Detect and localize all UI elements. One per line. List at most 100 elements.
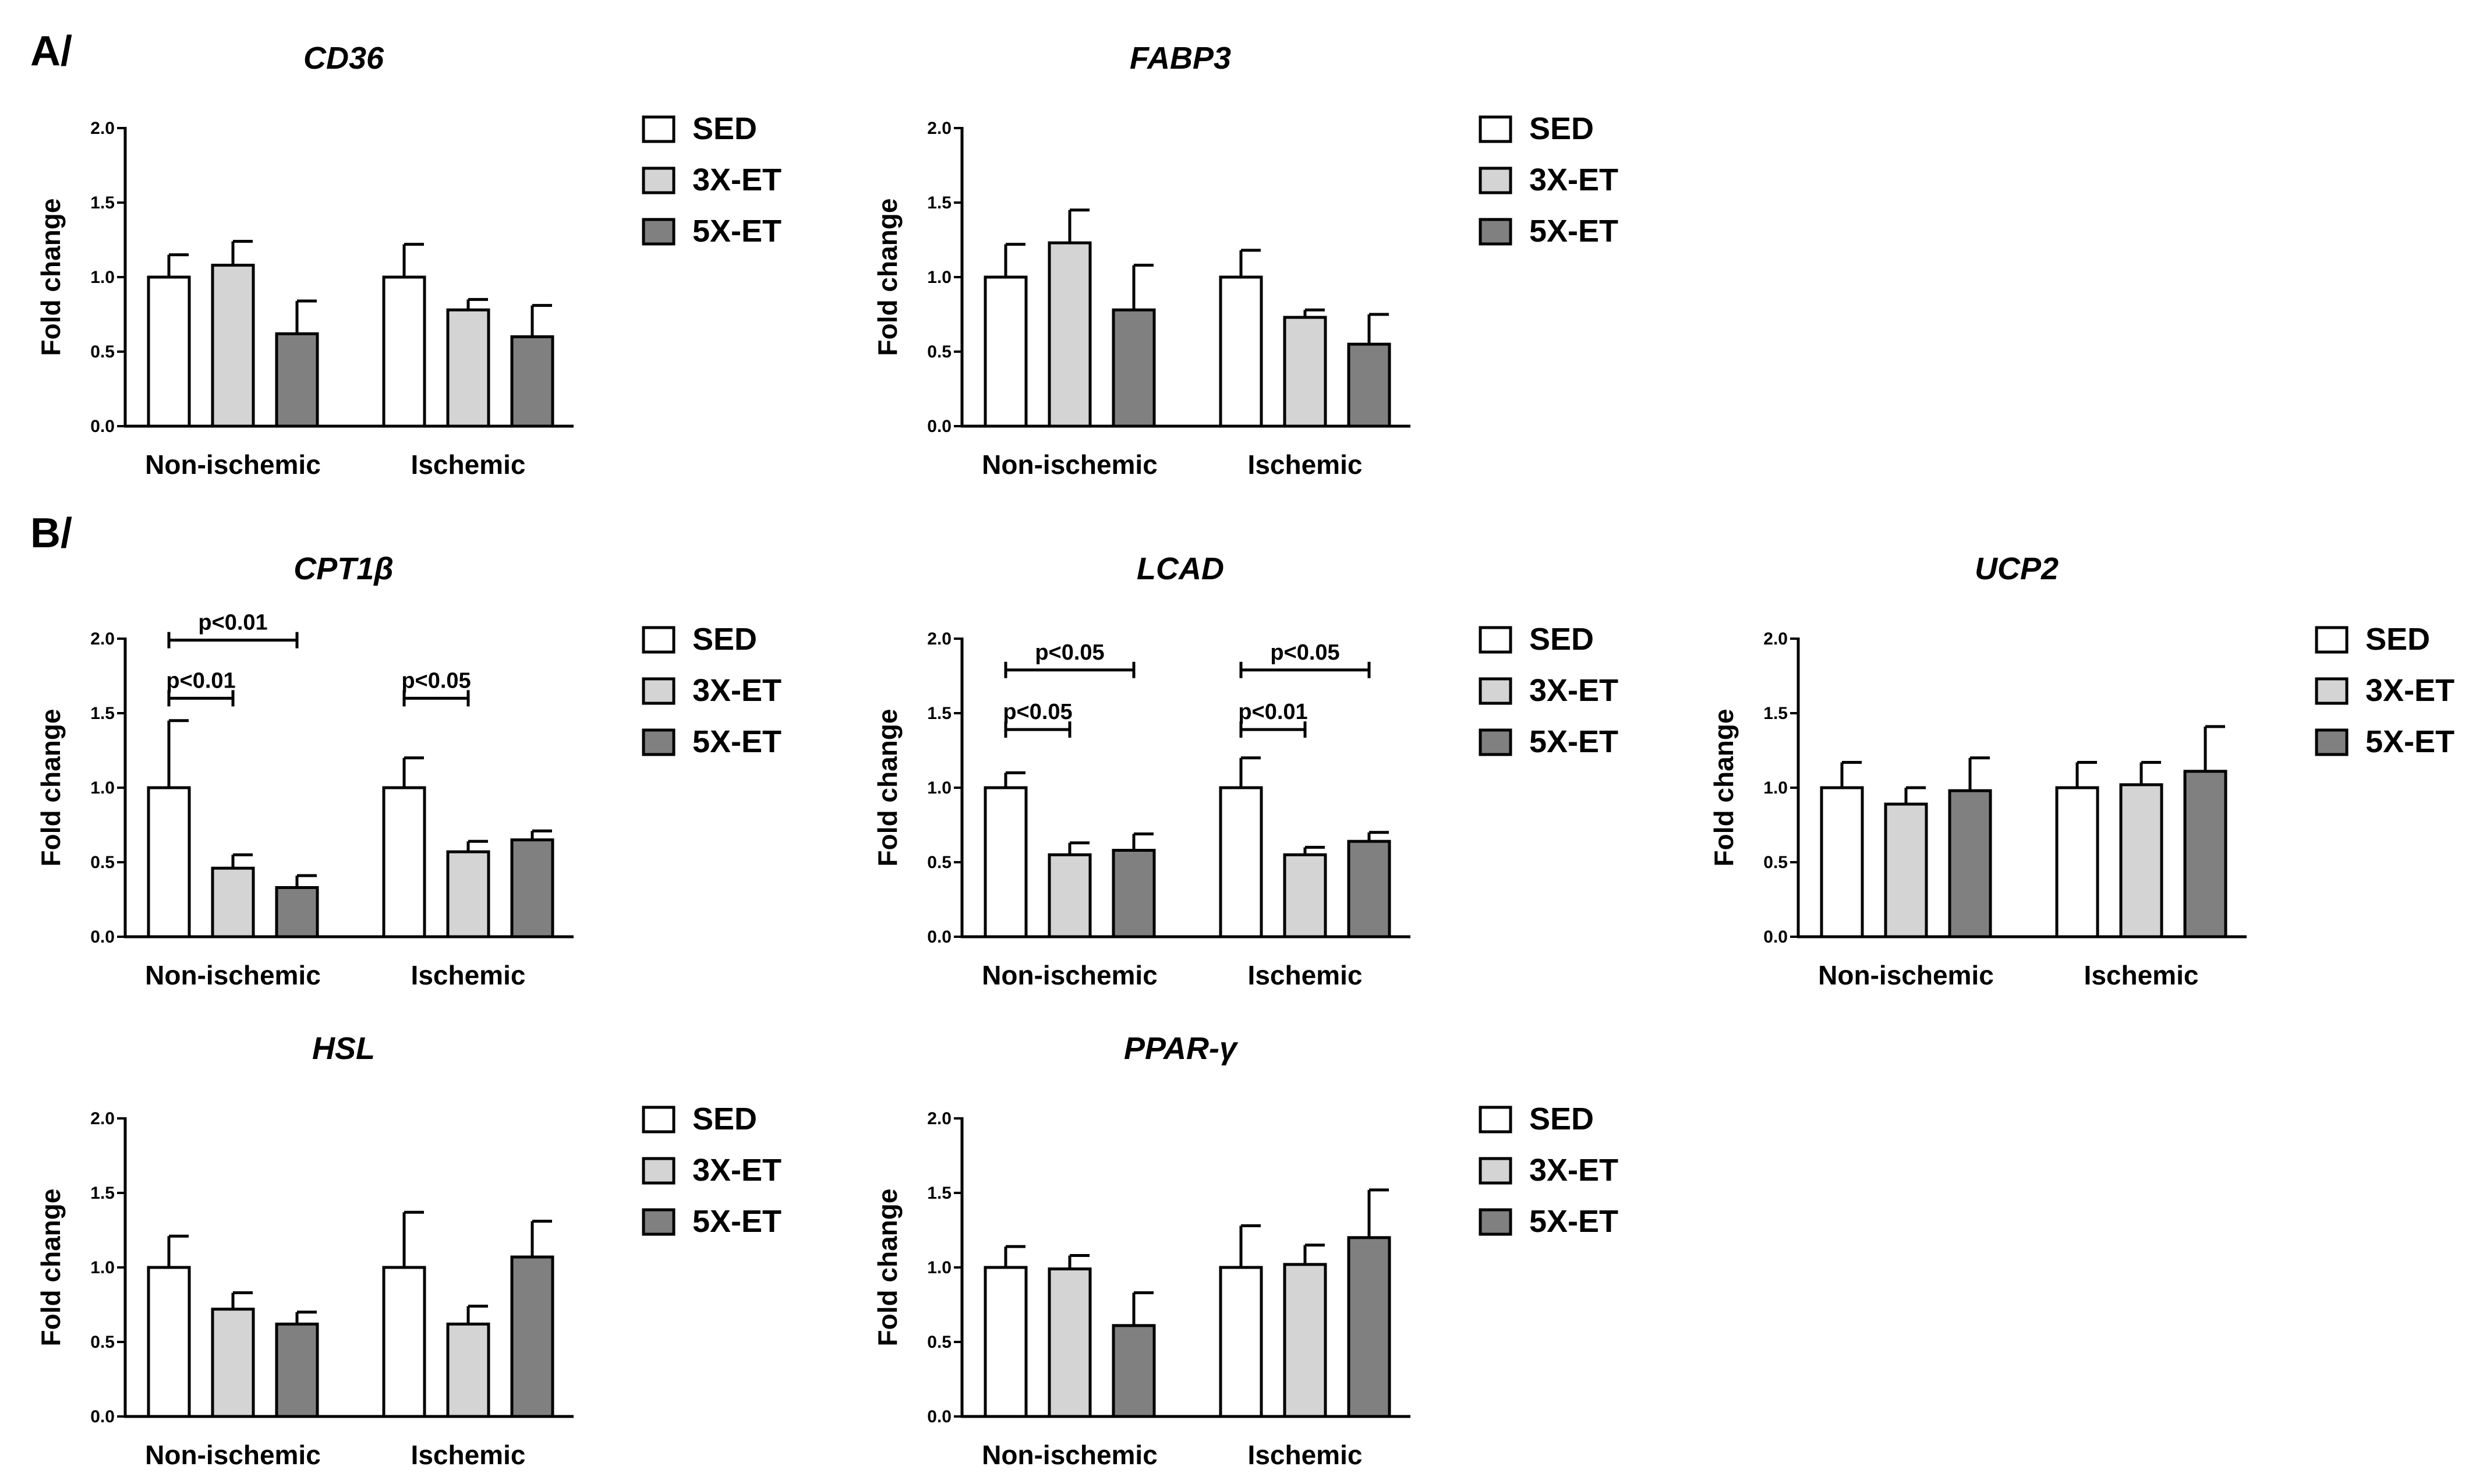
legend-swatch-sed xyxy=(642,1106,676,1134)
bar-sed xyxy=(1820,786,1864,938)
legend: SED 3X-ET 5X-ET xyxy=(642,111,781,249)
bar-5x-et xyxy=(1347,342,1391,428)
legend-label: 3X-ET xyxy=(692,673,781,708)
legend-label: SED xyxy=(692,111,757,146)
y-tick-label: 2.0 xyxy=(1763,629,1788,649)
chart-0: CD36 0.0 0.5 1.0 1.5 2.0 Fold change Non-ischem… xyxy=(36,41,781,480)
legend-label: 5X-ET xyxy=(1529,724,1618,759)
legend-label: SED xyxy=(1529,1102,1594,1136)
bar-3x-et xyxy=(1048,1267,1092,1418)
y-tick-label: 1.0 xyxy=(1763,778,1788,798)
bar-5x-et xyxy=(510,838,554,938)
category-label: Ischemic xyxy=(411,449,526,480)
chart-title: LCAD xyxy=(1137,551,1224,586)
legend-label: 3X-ET xyxy=(692,162,781,197)
category-label: Non-ischemic xyxy=(982,1440,1158,1470)
legend-label: 5X-ET xyxy=(2365,724,2455,759)
bar-3x-et xyxy=(446,308,490,428)
bar-5x-et xyxy=(1112,849,1156,938)
bar-sed xyxy=(984,275,1028,428)
y-tick-label: 1.0 xyxy=(927,268,952,287)
chart-4: UCP2 0.0 0.5 1.0 1.5 2.0 Fold change Non-ischem… xyxy=(1709,551,2455,990)
bar-sed xyxy=(1219,786,1263,938)
legend-swatch-sed xyxy=(1479,115,1512,143)
legend-swatch-sed xyxy=(642,626,676,654)
sig-label: p<0.01 xyxy=(166,668,235,693)
y-tick-label: 0.0 xyxy=(1763,927,1788,947)
chart-title: UCP2 xyxy=(1975,551,2059,586)
legend-swatch-sed xyxy=(1479,626,1512,654)
category-label: Non-ischemic xyxy=(145,1440,321,1470)
legend-swatch-5x-et xyxy=(642,218,676,246)
y-tick-label: 2.0 xyxy=(90,1109,115,1128)
panel-label-b: B/ xyxy=(30,510,72,557)
y-axis-label: Fold change xyxy=(872,1189,903,1347)
chart-2: CPT1β 0.0 0.5 1.0 1.5 2.0 Fold change Non-ische… xyxy=(36,551,781,990)
legend-label: SED xyxy=(1529,111,1594,146)
legend-swatch-3x-et xyxy=(1479,677,1512,705)
y-tick-label: 1.5 xyxy=(90,704,115,723)
bar-3x-et xyxy=(211,866,255,938)
bar-3x-et xyxy=(1283,316,1327,428)
chart-1: FABP3 0.0 0.5 1.0 1.5 2.0 Fold change Non-ische… xyxy=(872,41,1618,480)
legend-swatch-sed xyxy=(642,115,676,143)
bar-3x-et xyxy=(1048,241,1092,428)
y-tick-label: 1.0 xyxy=(90,268,115,287)
y-tick-label: 1.0 xyxy=(90,1258,115,1277)
sig-label: p<0.05 xyxy=(401,668,471,693)
y-tick-label: 0.0 xyxy=(90,1407,115,1426)
bar-3x-et xyxy=(211,264,255,428)
category-label: Ischemic xyxy=(2084,960,2199,990)
sig-label: p<0.05 xyxy=(1270,640,1339,665)
legend-label: 5X-ET xyxy=(692,214,781,249)
category-label: Non-ischemic xyxy=(145,449,321,480)
legend-label: 5X-ET xyxy=(692,724,781,759)
y-tick-label: 1.5 xyxy=(90,1184,115,1203)
sig-label: p<0.01 xyxy=(1238,700,1307,724)
bar-3x-et xyxy=(1283,853,1327,938)
bar-5x-et xyxy=(1112,308,1156,428)
y-axis-label: Fold change xyxy=(872,709,903,867)
category-label: Non-ischemic xyxy=(982,960,1158,990)
bar-3x-et xyxy=(1283,1263,1327,1418)
y-tick-label: 0.5 xyxy=(927,1333,952,1352)
legend-swatch-3x-et xyxy=(1479,1157,1512,1185)
y-tick-label: 1.5 xyxy=(90,193,115,212)
chart-title: HSL xyxy=(312,1031,375,1066)
y-tick-label: 0.0 xyxy=(927,417,952,436)
bar-3x-et xyxy=(1048,853,1092,938)
y-tick-label: 2.0 xyxy=(927,629,952,649)
bar-5x-et xyxy=(510,335,554,428)
legend-label: 3X-ET xyxy=(1529,673,1618,708)
legend-label: SED xyxy=(692,622,757,657)
bar-sed xyxy=(382,275,426,428)
legend-label: 5X-ET xyxy=(692,1204,781,1239)
y-tick-label: 0.0 xyxy=(90,417,115,436)
bar-5x-et xyxy=(1948,789,1992,938)
y-tick-label: 2.0 xyxy=(90,629,115,649)
legend-swatch-5x-et xyxy=(1479,218,1512,246)
legend-swatch-3x-et xyxy=(642,1157,676,1185)
bar-sed xyxy=(382,786,426,938)
bar-sed xyxy=(984,1266,1028,1418)
chart-title: CD36 xyxy=(303,41,384,76)
bar-3x-et xyxy=(1884,802,1928,938)
bar-3x-et xyxy=(211,1308,255,1418)
category-label: Ischemic xyxy=(1248,1440,1363,1470)
y-tick-label: 0.0 xyxy=(90,927,115,947)
legend-label: SED xyxy=(692,1102,757,1136)
legend: SED 3X-ET 5X-ET xyxy=(1479,1102,1618,1239)
bar-sed xyxy=(984,786,1028,938)
y-tick-label: 1.0 xyxy=(90,778,115,798)
chart-title: FABP3 xyxy=(1130,41,1231,76)
y-tick-label: 0.5 xyxy=(90,342,115,362)
legend-swatch-5x-et xyxy=(1479,728,1512,756)
y-tick-label: 0.5 xyxy=(1763,853,1788,872)
y-tick-label: 1.0 xyxy=(927,778,952,798)
y-tick-label: 1.5 xyxy=(927,1184,952,1203)
bar-sed xyxy=(382,1266,426,1418)
y-axis-label: Fold change xyxy=(36,199,66,356)
chart-title: PPAR-γ xyxy=(1124,1031,1239,1066)
bar-sed xyxy=(147,1266,191,1418)
bar-sed xyxy=(1219,1266,1263,1418)
